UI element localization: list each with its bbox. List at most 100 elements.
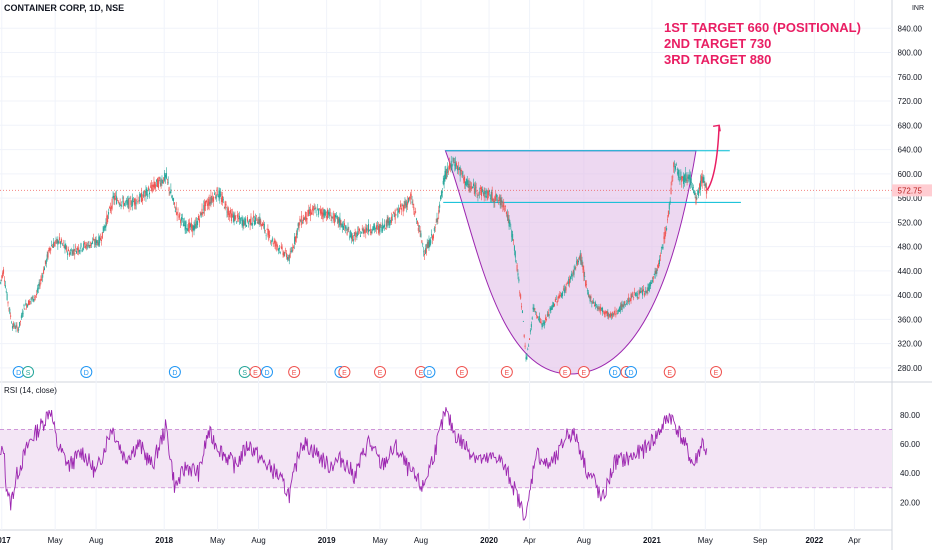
candle-body [380,224,382,226]
candle [11,323,13,331]
candle-body [49,248,51,251]
candle [52,243,54,248]
candle [629,298,631,302]
candle-body [634,292,636,296]
candle [346,228,348,236]
candle [623,301,625,309]
candle-body [650,281,652,287]
candle-body [678,169,680,178]
candle [586,280,588,289]
candle [705,182,707,188]
candle-body [535,311,537,313]
candle [199,211,201,216]
candle [313,203,315,210]
candle [680,169,682,181]
candle-body [393,214,395,217]
candle [259,213,261,227]
candle-body [56,239,58,243]
candle [554,297,556,303]
candle [394,208,396,224]
candle-body [500,197,502,206]
candle [464,174,466,189]
candle-body [135,202,137,205]
candle [182,218,184,227]
candle [249,218,251,231]
candle-body [40,278,42,281]
candle [202,212,204,217]
candle [561,290,563,299]
candle [64,240,66,254]
candle [62,239,64,247]
candle [136,194,138,202]
candle-body [430,240,432,244]
candle-body [255,215,257,217]
candle [319,208,321,211]
event-marker-label: D [172,370,177,377]
candle-body [100,237,102,241]
candle [590,294,592,302]
candle [517,269,519,280]
candle-body [451,164,453,167]
candle-body [505,211,507,215]
event-marker-label: D [612,370,617,377]
candle-body [638,290,640,296]
candle [658,260,660,269]
candle [284,251,286,257]
candle-body [391,216,393,223]
candle [151,182,153,194]
candle [59,233,61,244]
candle [363,226,365,238]
candle-body [197,220,199,226]
candle-body [303,218,305,220]
candle [146,187,148,196]
candle [189,218,191,234]
candle [385,219,387,230]
candle-body [634,292,636,293]
event-marker-label: E [292,370,297,377]
candle-body [415,211,417,213]
candle-body [388,221,390,226]
candle [697,189,699,195]
candle [92,233,94,242]
candle [224,200,226,211]
candle-body [32,295,34,302]
candle [371,228,373,235]
candle [508,215,510,230]
candle-body [273,240,275,243]
candle [145,185,147,202]
candle [518,276,520,284]
candle-body [521,310,523,314]
candle-body [537,316,539,319]
candle-body [111,198,113,209]
event-marker-e: E [663,366,676,378]
candle-body [157,179,159,189]
candle-body [286,253,288,258]
candle-body [24,308,26,310]
candle-body [410,194,412,197]
candle [500,194,502,209]
candle-body [246,217,248,222]
candle [81,249,83,253]
candle-body [531,317,533,319]
candle-body [131,205,133,207]
price-tick-label: 520.00 [898,218,923,227]
candle-body [7,301,9,304]
candle-body [253,215,255,218]
candle [383,225,385,229]
candle [383,219,385,231]
candle-body [180,219,182,224]
candle [238,212,240,222]
candle-body [519,292,521,294]
candle-body [156,179,158,182]
candle [605,311,607,314]
candle [14,325,16,329]
candle-body [238,218,240,219]
candle-body [497,200,499,201]
candle [360,231,362,234]
candle-body [587,292,589,296]
candle-body [351,235,353,241]
event-marker-label: D [84,370,89,377]
candle-body [70,250,72,251]
candle-body [562,288,564,290]
candle-body [152,184,154,187]
